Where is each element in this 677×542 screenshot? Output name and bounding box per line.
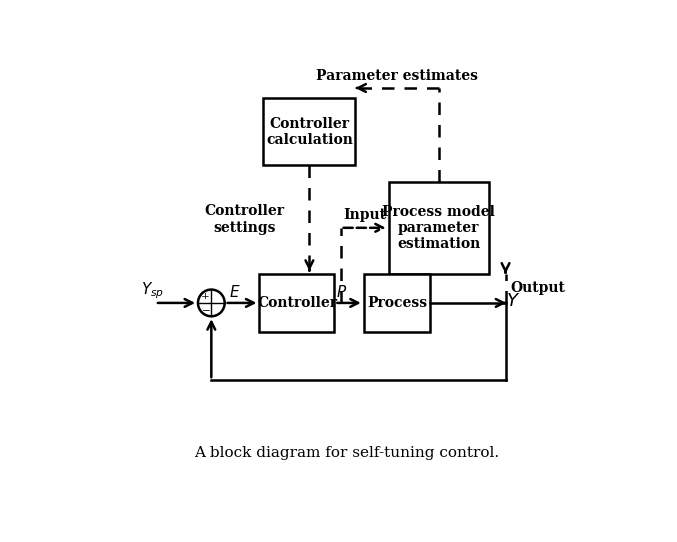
Text: A block diagram for self-tuning control.: A block diagram for self-tuning control.: [194, 446, 500, 460]
FancyBboxPatch shape: [259, 274, 334, 332]
Circle shape: [198, 289, 225, 317]
Text: $E$: $E$: [230, 283, 241, 300]
Text: $-$: $-$: [200, 305, 210, 314]
Text: Controller: Controller: [257, 296, 337, 310]
FancyBboxPatch shape: [263, 99, 355, 165]
Text: Parameter estimates: Parameter estimates: [316, 69, 478, 83]
FancyBboxPatch shape: [364, 274, 431, 332]
Text: Controller
settings: Controller settings: [204, 204, 284, 235]
Text: Process: Process: [367, 296, 427, 310]
FancyBboxPatch shape: [389, 182, 489, 274]
Text: Input: Input: [343, 208, 386, 222]
Text: +: +: [201, 293, 210, 301]
Text: $P$: $P$: [336, 283, 347, 300]
Text: Controller
calculation: Controller calculation: [266, 117, 353, 147]
Text: $Y_{sp}$: $Y_{sp}$: [141, 280, 165, 301]
Text: Output: Output: [510, 281, 565, 295]
Text: Process model
parameter
estimation: Process model parameter estimation: [383, 204, 495, 251]
Text: $Y$: $Y$: [506, 292, 520, 310]
